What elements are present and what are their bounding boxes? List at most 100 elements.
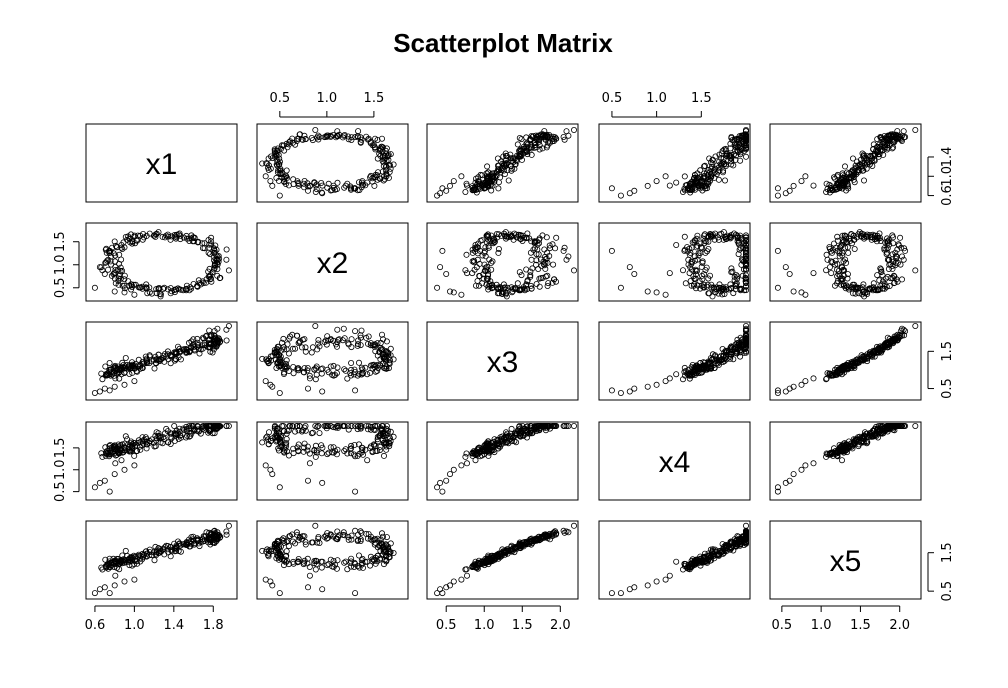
data-point — [201, 240, 208, 247]
data-point — [830, 246, 837, 253]
data-point — [851, 245, 858, 252]
data-point — [476, 273, 483, 280]
data-point — [571, 127, 578, 134]
data-point — [900, 256, 907, 263]
data-point — [482, 244, 489, 251]
data-point — [450, 178, 457, 185]
data-point — [128, 281, 135, 288]
data-point — [345, 426, 352, 433]
data-point — [712, 153, 719, 160]
data-point — [263, 160, 270, 167]
data-point — [550, 133, 557, 140]
panel-frame — [85, 123, 238, 203]
data-point — [122, 233, 129, 240]
data-point — [666, 182, 673, 189]
data-point — [530, 246, 537, 253]
variable-label-x1: x1 — [146, 148, 178, 181]
data-point — [608, 247, 615, 254]
tick-label: 1.5 — [940, 341, 955, 362]
data-point — [737, 285, 744, 292]
data-point — [565, 253, 572, 260]
data-point — [699, 259, 706, 266]
data-point — [315, 336, 322, 343]
data-point — [341, 559, 348, 566]
data-point — [106, 387, 113, 394]
data-point — [118, 457, 125, 464]
data-point — [101, 270, 108, 277]
data-point — [673, 558, 680, 565]
panel-x5-x5: x5 — [769, 520, 922, 600]
data-point — [276, 161, 283, 168]
data-point — [121, 244, 128, 251]
data-point — [737, 245, 744, 252]
data-point — [537, 256, 544, 263]
data-point — [352, 387, 359, 394]
data-point — [743, 142, 750, 149]
data-point — [881, 144, 888, 151]
data-point — [344, 566, 351, 573]
data-point — [553, 234, 560, 241]
data-point — [509, 288, 516, 295]
data-point — [859, 286, 866, 293]
data-point — [528, 285, 535, 292]
data-point — [774, 284, 781, 291]
data-point — [543, 234, 550, 241]
data-point — [617, 284, 624, 291]
data-point — [202, 279, 209, 286]
data-point — [352, 185, 359, 192]
data-point — [207, 251, 214, 258]
data-point — [191, 235, 198, 242]
panel-x1-x4 — [598, 123, 751, 203]
data-point — [717, 161, 724, 168]
panel-x5-x1 — [85, 520, 238, 600]
data-point — [902, 247, 909, 254]
panel-x2-x5 — [769, 222, 922, 302]
data-point — [304, 187, 311, 194]
data-point — [715, 236, 722, 243]
data-point — [844, 271, 851, 278]
data-point — [855, 167, 862, 174]
tick-label: 1.4 — [940, 147, 955, 168]
data-point — [561, 136, 568, 143]
panel-x1-x2 — [256, 123, 409, 203]
data-point — [96, 388, 103, 395]
data-point — [540, 132, 547, 139]
data-point — [502, 229, 509, 236]
data-point — [485, 244, 492, 251]
data-point — [518, 272, 525, 279]
data-point — [834, 280, 841, 287]
panel-x1-x5 — [769, 123, 922, 203]
data-point — [727, 140, 734, 147]
variable-label-x4: x4 — [659, 446, 691, 479]
data-point — [294, 332, 301, 339]
tick-label: 0.5 — [53, 481, 68, 502]
data-point — [329, 187, 336, 194]
data-point — [504, 167, 511, 174]
data-point — [262, 378, 269, 385]
data-point — [488, 177, 495, 184]
data-point — [143, 360, 150, 367]
data-point — [644, 182, 651, 189]
data-point — [112, 375, 119, 382]
data-point — [340, 325, 347, 332]
data-point — [275, 177, 282, 184]
variable-label-x5: x5 — [830, 545, 862, 578]
data-point — [705, 180, 712, 187]
data-point — [462, 453, 469, 460]
data-point — [840, 238, 847, 245]
data-point — [531, 238, 538, 245]
data-point — [284, 144, 291, 151]
tick-label: 1.5 — [53, 438, 68, 459]
data-point — [276, 192, 283, 199]
panel-frame — [769, 123, 922, 203]
data-point — [719, 147, 726, 154]
data-point — [516, 269, 523, 276]
data-point — [693, 285, 700, 292]
data-point — [318, 179, 325, 186]
data-point — [437, 264, 444, 271]
data-point — [782, 479, 789, 486]
data-point — [842, 285, 849, 292]
data-point — [292, 141, 299, 148]
data-point — [143, 281, 150, 288]
data-point — [828, 270, 835, 277]
